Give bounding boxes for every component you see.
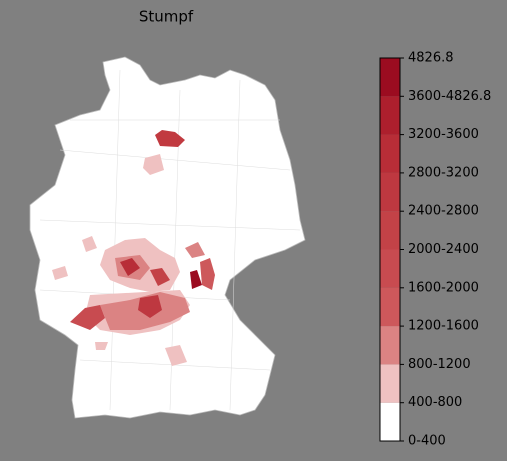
colorbar-band <box>380 96 400 135</box>
colorbar-band <box>380 134 400 173</box>
colorbar-label: 2000-2400 <box>408 242 479 257</box>
colorbar: 0-400 400-800 800-1200 1200-1600 1600-2000 20… <box>380 51 491 449</box>
colorbar-label: 3600-4826.8 <box>408 89 491 104</box>
colorbar-band <box>380 326 400 365</box>
colorbar-label: 2800-3200 <box>408 165 479 180</box>
colorbar-label: 4826.8 <box>408 51 454 66</box>
colorbar-label: 400-800 <box>408 395 462 410</box>
colorbar-label: 1600-2000 <box>408 280 479 295</box>
colorbar-label: 1200-1600 <box>408 319 479 334</box>
colorbar-band <box>380 172 400 212</box>
colorbar-label: 3200-3600 <box>408 127 479 142</box>
colorbar-band <box>380 249 400 288</box>
colorbar-label: 0-400 <box>408 434 446 449</box>
colorbar-band <box>380 287 400 327</box>
colorbar-frame <box>379 57 401 442</box>
colorbar-band <box>380 402 400 441</box>
colorbar-band <box>380 58 400 97</box>
district-shading <box>52 130 215 366</box>
colorbar-band <box>380 211 400 250</box>
colorbar-label: 800-1200 <box>408 357 471 372</box>
germany-map <box>29 56 306 419</box>
map-title: Stumpf <box>139 8 194 26</box>
colorbar-band <box>380 364 400 403</box>
colorbar-label: 2400-2800 <box>408 204 479 219</box>
